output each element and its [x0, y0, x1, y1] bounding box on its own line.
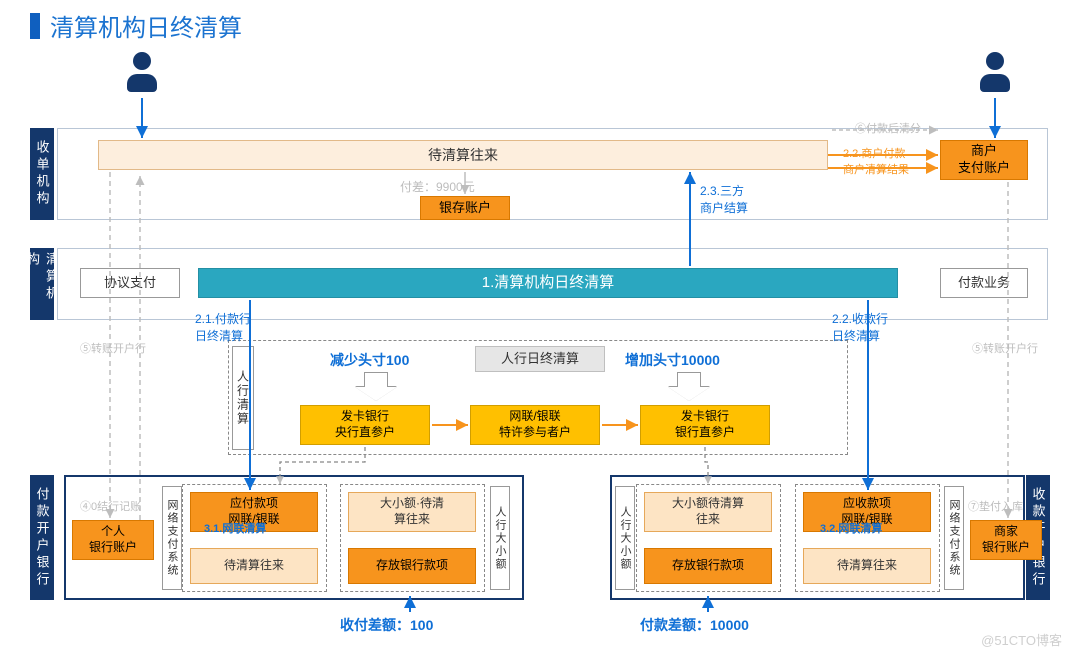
label-g-transferR: ⑤转账开户行	[972, 340, 1038, 356]
label-decrease: 减少头寸100	[330, 350, 409, 370]
label-b31l: 3.1.网联清算	[204, 520, 266, 536]
total-right: 付款差额：10000	[640, 615, 749, 635]
node-issuing-l: 发卡银行 央行直参户	[300, 405, 430, 445]
node-merchant-acct: 商家 银行账户	[970, 520, 1042, 560]
lane-payerbank: 付款开户银行	[30, 475, 54, 600]
vlabel-pboc: 人行清算	[232, 346, 254, 450]
label-g-transferL: ⑤转账开户行	[80, 340, 146, 356]
vlabel-pbocls-r: 人行大小额	[615, 486, 635, 590]
lane-clearing: 清算机构	[30, 248, 54, 320]
vlabel-netpay-r: 网络支付系统	[944, 486, 964, 590]
vlabel-pbocls-l: 人行大小额	[490, 486, 510, 590]
node-pending-clearing: 待清算往来	[98, 140, 828, 170]
node-payable-l2: 待清算往来	[190, 548, 318, 584]
label-g40: ④0结行记账	[80, 498, 141, 514]
node-clearing-daily: 1.清算机构日终清算	[198, 268, 898, 298]
total-left: 收付差额：100	[340, 615, 433, 635]
node-bank-deposit: 银存账户	[420, 196, 510, 220]
label-b21l: 2.1.付款行 日终清算	[195, 310, 251, 344]
down-arrow-left	[355, 372, 397, 402]
label-o22: 2.2.商户付款 商户清算结果	[843, 145, 909, 177]
label-g-creditin: ⑦垫付入库	[968, 498, 1023, 514]
node-issuing-r: 发卡银行 银行直参户	[640, 405, 770, 445]
node-receiv-r4: 待清算往来	[803, 548, 931, 584]
label-increase: 增加头寸10000	[625, 350, 720, 370]
lane-acquirer: 收单机构	[30, 128, 54, 220]
vlabel-netpay-l: 网络支付系统	[162, 486, 182, 590]
node-receiv-r1: 大小额待清算 往来	[644, 492, 772, 532]
merchant-icon	[978, 52, 1012, 96]
down-arrow-right	[668, 372, 710, 402]
label-pay-amount: 付差：9900元	[400, 178, 475, 195]
watermark: @51CTO博客	[981, 630, 1062, 649]
node-payable-l4: 存放银行款项	[348, 548, 476, 584]
node-protocol-pay: 协议支付	[80, 268, 180, 298]
label-g-paypost: ⑥付款后清分	[855, 120, 921, 136]
label-b22r: 2.2.收款行 日终清算	[832, 310, 888, 344]
node-receiv-r2: 存放银行款项	[644, 548, 772, 584]
page-title-bar: 清算机构日终清算	[30, 8, 242, 43]
user-icon	[125, 52, 159, 96]
label-o23: 2.3.三方 商户结算	[700, 182, 748, 216]
node-pboc-daily: 人行日终清算	[475, 346, 605, 372]
title-accent	[30, 13, 40, 39]
node-payable-l3: 大小额·待清 算往来	[348, 492, 476, 532]
label-b32r: 3.2.网联清算	[820, 520, 882, 536]
node-pay-biz: 付款业务	[940, 268, 1028, 298]
page-title: 清算机构日终清算	[50, 8, 242, 43]
node-netunion: 网联/银联 特许参与者户	[470, 405, 600, 445]
node-merchant-pay: 商户 支付账户	[940, 140, 1028, 180]
node-personal-acct: 个人 银行账户	[72, 520, 154, 560]
